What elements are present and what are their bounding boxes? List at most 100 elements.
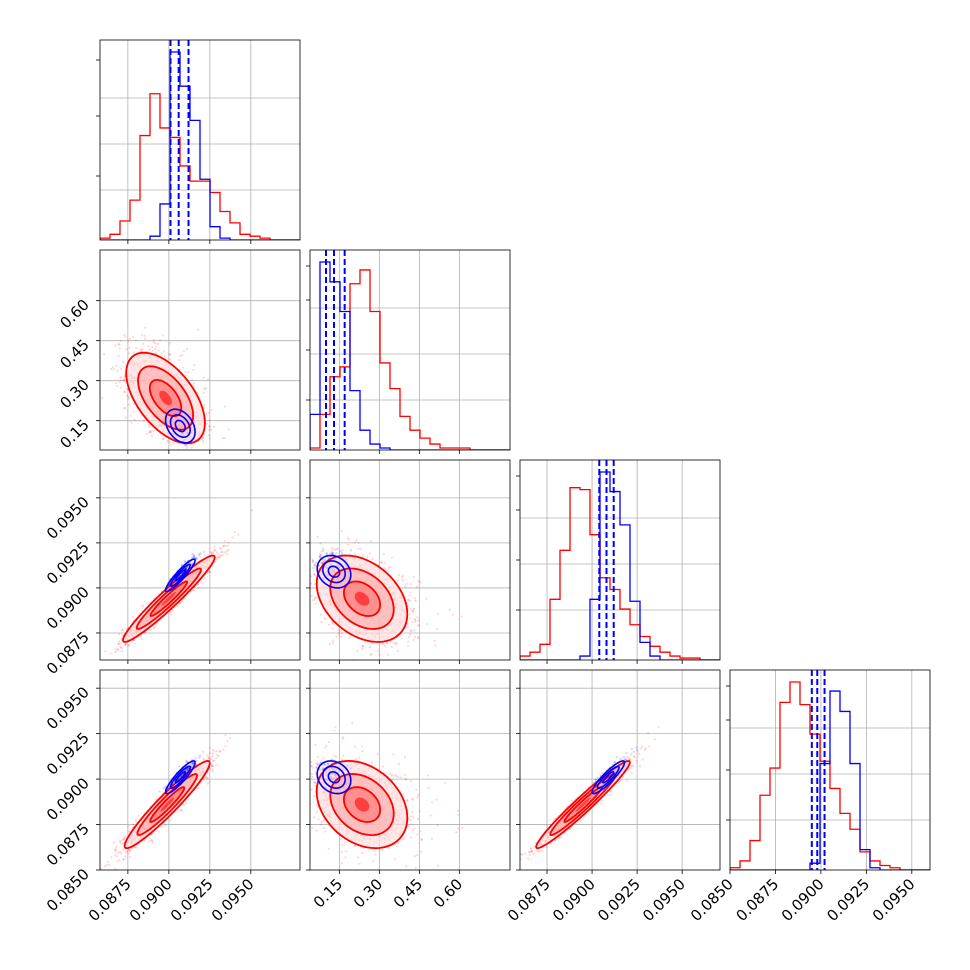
sample-point [383,644,386,647]
sample-point [151,346,154,349]
sample-point [408,613,411,616]
sample-point [123,379,126,382]
sample-point [357,547,360,551]
sample-point [321,547,325,550]
sample-point [213,545,216,548]
sample-point [304,589,306,591]
sample-point [119,386,122,389]
sample-point [190,446,193,449]
sample-point [144,337,147,340]
sample-point [156,342,159,345]
sample-point [210,551,213,555]
sample-point [140,638,143,641]
sample-point [106,664,108,666]
sample-point [406,599,409,602]
sample-point [133,418,136,422]
sample-point [323,616,326,620]
sample-point [208,411,211,414]
sample-point [362,555,365,558]
sample-point [195,556,198,560]
sample-point [335,635,338,638]
sample-point [120,650,123,653]
sample-point [183,597,186,600]
sample-point [395,642,398,646]
sample-point [117,642,120,646]
sample-point [120,646,123,650]
sample-point [168,353,171,356]
sample-point [416,636,420,639]
sample-point [202,391,205,394]
sample-point [115,855,118,858]
sample-point [162,437,165,440]
sample-point [109,652,112,655]
contour-blue-1 [321,560,347,584]
sample-point [417,580,420,583]
sample-point [124,643,127,647]
sample-point [213,548,216,552]
sample-point [300,600,302,602]
sample-point [315,596,318,599]
sample-point [169,342,172,345]
sample-point [321,560,324,563]
sample-point [390,640,393,643]
sample-point [134,339,137,342]
sample-point [120,367,123,370]
sample-point [121,629,124,632]
sample-point [409,600,412,603]
sample-point [195,759,198,762]
sample-point [318,555,321,558]
sample-point [416,616,419,619]
sample-point [407,640,410,643]
sample-point [224,544,227,547]
sample-point [371,558,374,561]
sample-point [313,572,316,576]
sample-point [182,350,186,353]
sample-point [152,338,156,342]
sample-point [183,463,185,465]
sample-point [130,421,133,424]
sample-point [221,545,225,548]
sample-point [326,552,329,555]
sample-point [311,558,314,561]
sample-point [131,615,134,618]
sample-point [389,566,392,569]
sample-point [415,585,419,588]
sample-point [425,597,428,600]
sample-point [97,660,99,662]
sample-point [324,558,327,562]
sample-point [178,765,181,768]
sample-point [206,777,209,780]
sample-point [221,550,224,554]
sample-point [122,378,125,381]
sample-point [378,653,381,656]
sample-point [302,592,304,594]
sample-point [211,755,214,758]
sample-point [392,642,396,645]
sample-point [417,637,420,640]
joint-panel-p3_vs_p0 [100,670,300,870]
sample-point [209,571,212,574]
sample-point [404,585,407,589]
sample-point [147,345,150,348]
sample-point [203,387,206,390]
sample-point [371,642,374,645]
sample-point [305,585,307,587]
sample-point [417,624,420,627]
sample-point [316,535,319,539]
sample-point [346,537,349,540]
histogram-panel-p0 [100,40,300,240]
sample-point [408,594,411,597]
sample-point [223,540,226,543]
sample-point [304,571,306,573]
sample-point [187,767,190,770]
sample-point [141,348,144,351]
sample-point [155,464,157,466]
sample-point [141,606,144,609]
sample-point [369,653,372,656]
sample-point [394,641,398,645]
sample-point [163,355,167,358]
sample-point [191,762,194,765]
sample-point [337,633,340,636]
sample-point [181,354,184,357]
sample-point [185,759,188,762]
